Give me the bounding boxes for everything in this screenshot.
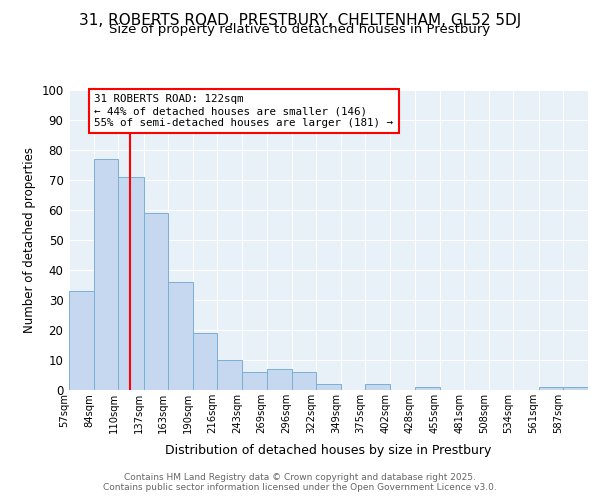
Bar [563, 387, 588, 390]
Bar [365, 384, 391, 390]
Bar [266, 369, 292, 390]
Bar [118, 177, 143, 390]
Bar [292, 372, 316, 390]
Bar [69, 291, 94, 390]
Text: 31, ROBERTS ROAD, PRESTBURY, CHELTENHAM, GL52 5DJ: 31, ROBERTS ROAD, PRESTBURY, CHELTENHAM,… [79, 12, 521, 28]
Bar [193, 333, 217, 390]
Bar [415, 387, 440, 390]
Text: Contains HM Land Registry data © Crown copyright and database right 2025.: Contains HM Land Registry data © Crown c… [124, 472, 476, 482]
Bar [316, 384, 341, 390]
Text: Contains public sector information licensed under the Open Government Licence v3: Contains public sector information licen… [103, 482, 497, 492]
Bar [168, 282, 193, 390]
Text: 31 ROBERTS ROAD: 122sqm
← 44% of detached houses are smaller (146)
55% of semi-d: 31 ROBERTS ROAD: 122sqm ← 44% of detache… [94, 94, 393, 128]
Y-axis label: Number of detached properties: Number of detached properties [23, 147, 35, 333]
Bar [217, 360, 242, 390]
X-axis label: Distribution of detached houses by size in Prestbury: Distribution of detached houses by size … [166, 444, 491, 458]
Bar [94, 159, 118, 390]
Bar [242, 372, 266, 390]
Text: Size of property relative to detached houses in Prestbury: Size of property relative to detached ho… [109, 22, 491, 36]
Bar [143, 213, 168, 390]
Bar [539, 387, 563, 390]
